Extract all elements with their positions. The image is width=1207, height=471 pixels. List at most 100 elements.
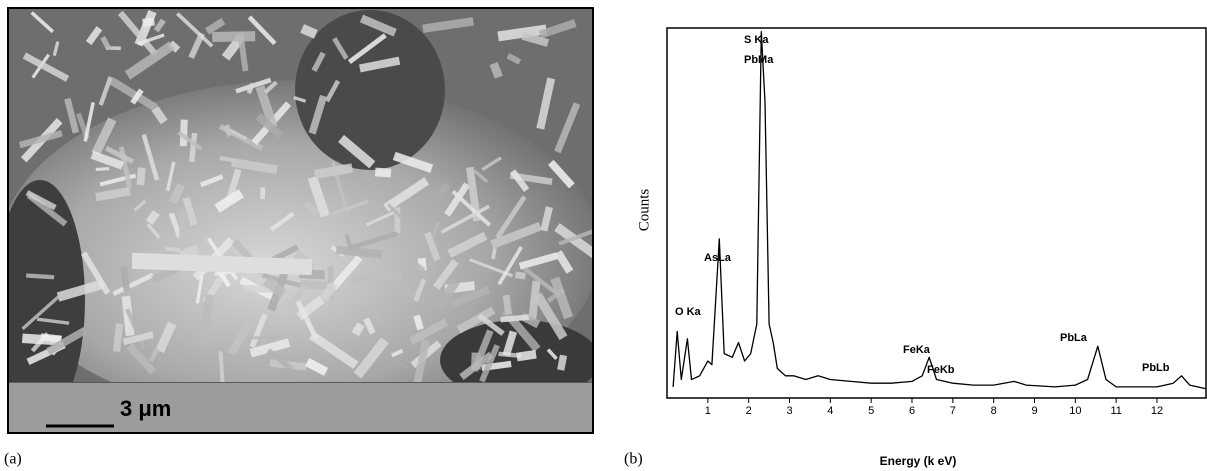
crystal: [324, 79, 341, 103]
crystal: [25, 190, 57, 211]
plot-frame: [666, 27, 1207, 399]
crystal: [305, 358, 329, 376]
crystal: [227, 319, 255, 356]
crystal: [500, 314, 530, 323]
crystal: [153, 18, 166, 33]
crystal: [374, 167, 392, 178]
peak-label: FeKa: [903, 344, 931, 356]
crystal: [167, 40, 181, 53]
crystal: [81, 251, 111, 295]
crystal: [155, 321, 177, 354]
crystal: [98, 76, 113, 106]
crystal: [260, 187, 266, 200]
crystal: [536, 77, 556, 130]
crystal: [108, 77, 158, 112]
x-tick-label: 12: [1151, 405, 1163, 417]
x-tick-label: 1: [705, 405, 711, 417]
crystal: [303, 200, 320, 217]
crystal: [320, 281, 338, 302]
crystal: [538, 19, 577, 39]
crystal: [391, 348, 404, 358]
crystal: [423, 182, 451, 219]
crystal: [424, 231, 441, 262]
crystal: [262, 276, 287, 299]
crystal: [413, 278, 427, 302]
crystal: [550, 276, 574, 320]
crystal: [148, 347, 160, 363]
crystal: [497, 245, 523, 286]
crystal: [36, 317, 70, 325]
crystal: [178, 209, 188, 239]
crystal: [95, 167, 110, 171]
crystal: [307, 175, 330, 218]
crystal: [136, 167, 146, 186]
crystal: [502, 294, 513, 315]
x-tick-label: 7: [950, 405, 956, 417]
crystal: [528, 280, 541, 320]
crystal: [444, 182, 470, 217]
x-tick-label: 10: [1069, 405, 1081, 417]
peak-label: PbMa: [744, 54, 774, 66]
crystal: [357, 305, 383, 323]
crystal: [506, 53, 522, 65]
crystal: [219, 156, 236, 163]
crystal: [52, 41, 60, 57]
crystal: [130, 88, 144, 105]
crystal: [21, 294, 61, 331]
crystal: [182, 196, 198, 226]
crystal: [351, 231, 398, 250]
panel-label: (b): [624, 451, 643, 468]
crystal: [230, 158, 278, 175]
crystal: [422, 17, 474, 33]
crystal: [410, 261, 426, 276]
crystal: [18, 130, 63, 149]
crystal: [308, 331, 359, 370]
crystal: [481, 156, 502, 171]
crystal: [383, 177, 430, 212]
crystal: [554, 102, 581, 154]
crystal: [263, 80, 278, 94]
crystal: [199, 174, 224, 188]
crystal: [359, 56, 401, 73]
crystal: [228, 128, 248, 141]
crystal: [198, 294, 214, 346]
crystal: [518, 252, 559, 270]
crystal: [165, 246, 180, 253]
crystal: [237, 32, 249, 72]
crystal: [120, 266, 131, 292]
crystal: [514, 271, 526, 280]
crystal: [366, 210, 395, 227]
crystal: [85, 26, 103, 46]
spectrum-line: [672, 31, 1207, 390]
crystal: [131, 252, 313, 276]
crystal: [124, 41, 175, 80]
crystal: [466, 166, 481, 222]
crystal: [335, 245, 383, 259]
crystal: [387, 203, 428, 243]
x-tick-label: 5: [868, 405, 874, 417]
crystal: [497, 24, 548, 42]
crystal: [557, 354, 568, 371]
crystal: [554, 250, 574, 274]
crystal: [523, 266, 560, 297]
crystal: [100, 35, 112, 51]
crystal: [165, 161, 176, 192]
crystal: [112, 272, 155, 297]
crystal: [141, 134, 160, 181]
crystal: [222, 124, 234, 138]
crystal: [540, 206, 553, 232]
peak-label: PbLa: [1060, 332, 1088, 344]
crystal: [412, 339, 431, 382]
y-axis-label: Counts: [636, 189, 652, 232]
crystal: [456, 306, 496, 334]
crystal: [459, 351, 494, 380]
crystal: [195, 268, 205, 304]
crystal: [314, 163, 354, 180]
crystal: [469, 258, 513, 278]
crystal: [547, 159, 575, 189]
crystal: [90, 150, 124, 170]
x-axis-label: Energy (k eV): [880, 454, 957, 468]
crystal: [56, 279, 105, 302]
crystal: [473, 169, 489, 184]
